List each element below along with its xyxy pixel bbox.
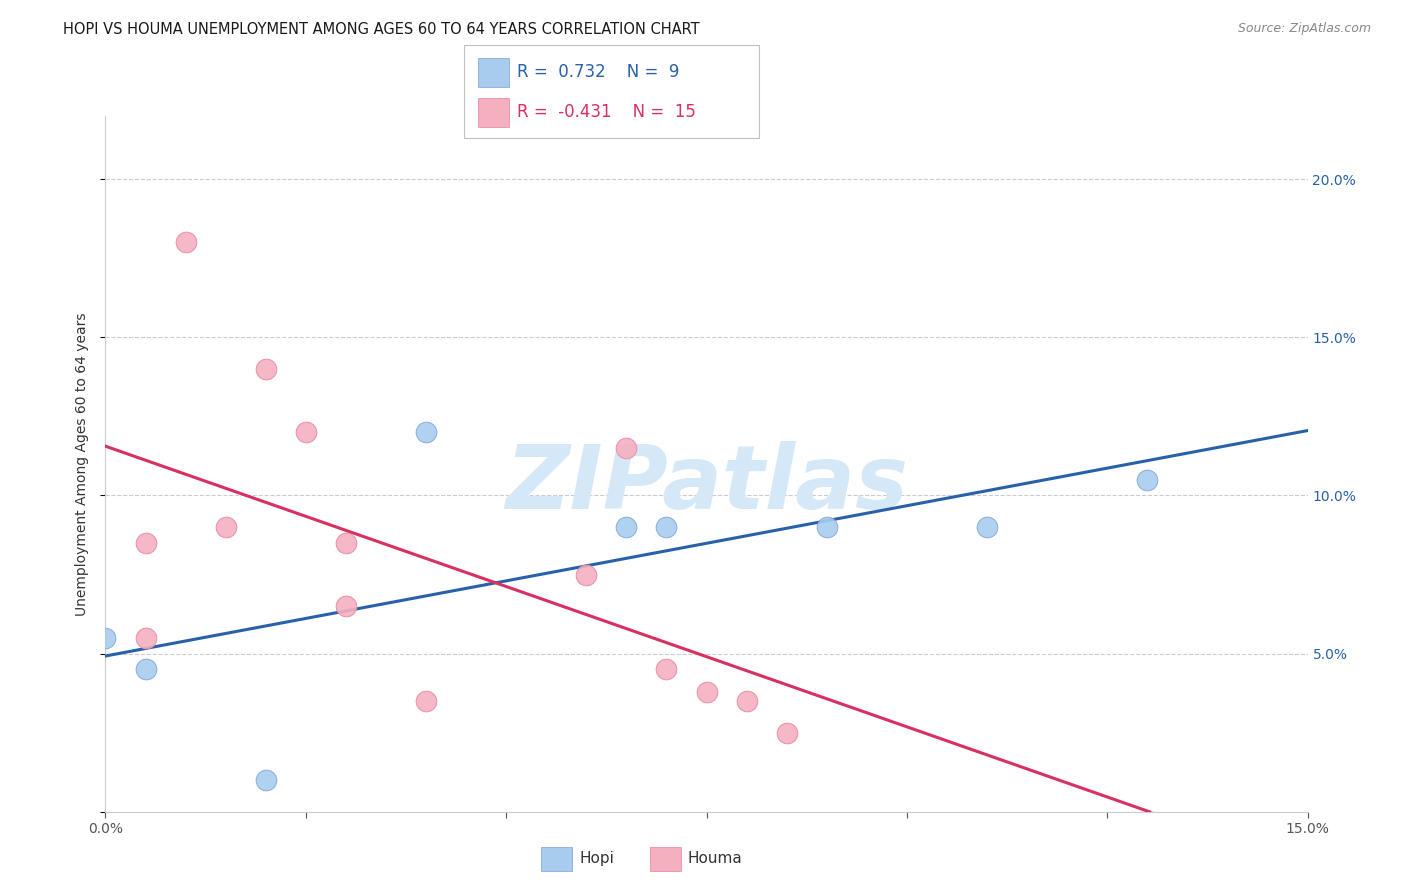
- Point: [696, 684, 718, 698]
- Point: [776, 725, 799, 739]
- Point: [295, 425, 318, 440]
- Point: [254, 362, 277, 376]
- Text: Source: ZipAtlas.com: Source: ZipAtlas.com: [1237, 22, 1371, 36]
- Point: [415, 694, 437, 708]
- Point: [214, 520, 236, 534]
- Point: [616, 441, 638, 455]
- Point: [976, 520, 998, 534]
- Point: [335, 599, 357, 614]
- Text: Houma: Houma: [688, 852, 742, 866]
- Text: Hopi: Hopi: [579, 852, 614, 866]
- Y-axis label: Unemployment Among Ages 60 to 64 years: Unemployment Among Ages 60 to 64 years: [76, 312, 90, 615]
- Point: [415, 425, 437, 440]
- Point: [616, 520, 638, 534]
- Text: R =  -0.431    N =  15: R = -0.431 N = 15: [517, 103, 696, 121]
- Point: [655, 520, 678, 534]
- Point: [174, 235, 197, 250]
- Point: [94, 631, 117, 645]
- Point: [335, 536, 357, 550]
- Point: [735, 694, 758, 708]
- Point: [655, 662, 678, 676]
- Point: [815, 520, 838, 534]
- Point: [135, 536, 157, 550]
- Text: HOPI VS HOUMA UNEMPLOYMENT AMONG AGES 60 TO 64 YEARS CORRELATION CHART: HOPI VS HOUMA UNEMPLOYMENT AMONG AGES 60…: [63, 22, 700, 37]
- Point: [575, 567, 598, 582]
- Point: [1136, 473, 1159, 487]
- Text: R =  0.732    N =  9: R = 0.732 N = 9: [517, 63, 679, 81]
- Point: [135, 631, 157, 645]
- Point: [135, 662, 157, 676]
- Point: [254, 773, 277, 788]
- Text: ZIPatlas: ZIPatlas: [505, 442, 908, 528]
